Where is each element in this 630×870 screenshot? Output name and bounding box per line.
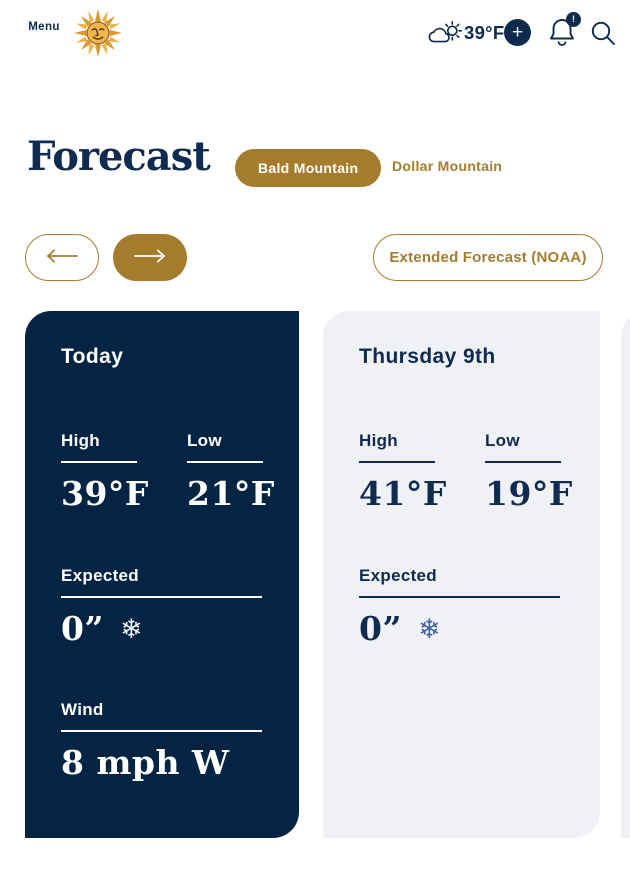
divider [187,461,263,463]
expected-label: Expected [359,566,437,585]
search-button[interactable] [589,19,617,47]
carousel-prev-button[interactable] [25,234,99,281]
low-label: Low [187,431,222,450]
expected-stat: Expected 0” ❄ [61,566,271,648]
forecast-card-today: Today High 39°F Low 21°F Expected 0” ❄ [25,311,299,838]
wind-value: 8 mph W [61,742,230,782]
add-weather-button[interactable]: + [504,19,531,46]
tab-dollar-mountain[interactable]: Dollar Mountain [392,158,503,174]
low-stat: Low 19°F [485,431,605,513]
low-value: 19°F [485,473,573,513]
tab-bald-mountain[interactable]: Bald Mountain [235,149,382,187]
notifications-button[interactable]: ! [545,12,581,51]
divider [61,730,262,732]
expected-value: 0” [61,608,104,648]
low-label: Low [485,431,520,450]
divider [359,461,435,463]
forecast-card-thursday: Thursday 9th High 41°F Low 19°F Expected… [323,311,600,838]
menu-button[interactable]: Menu [26,18,62,33]
wind-stat: Wind 8 mph W [61,700,271,782]
page-title: Forecast [27,133,211,180]
expected-value: 0” [359,608,402,648]
low-value: 21°F [187,473,275,513]
divider [485,461,561,463]
high-label: High [61,431,100,450]
carousel-next-button[interactable] [113,234,187,281]
forecast-card-partial [621,311,630,838]
notification-badge: ! [566,12,581,27]
expected-stat: Expected 0” ❄ [359,566,569,648]
partly-cloudy-icon [428,20,464,52]
wind-label: Wind [61,700,104,719]
snowflake-icon: ❄ [119,613,143,645]
high-value: 39°F [61,473,149,513]
header-temperature: 39°F [464,22,505,43]
sun-logo[interactable] [73,8,123,58]
high-label: High [359,431,398,450]
arrow-right-icon [134,249,166,263]
sun-logo-icon [74,9,122,57]
menu-label: Menu [28,21,60,33]
extended-forecast-button[interactable]: Extended Forecast (NOAA) [373,234,603,281]
card-title: Thursday 9th [359,345,496,368]
divider [61,596,262,598]
card-title: Today [61,345,124,368]
divider [61,461,137,463]
plus-icon: + [511,22,524,43]
search-icon [591,21,615,45]
expected-label: Expected [61,566,139,585]
arrow-left-icon [46,249,78,263]
divider [359,596,560,598]
forecast-card-carousel[interactable]: Today High 39°F Low 21°F Expected 0” ❄ [0,311,630,838]
high-value: 41°F [359,473,447,513]
high-stat: High 41°F [359,431,479,513]
snowflake-icon: ❄ [417,613,441,645]
high-stat: High 39°F [61,431,181,513]
low-stat: Low 21°F [187,431,307,513]
